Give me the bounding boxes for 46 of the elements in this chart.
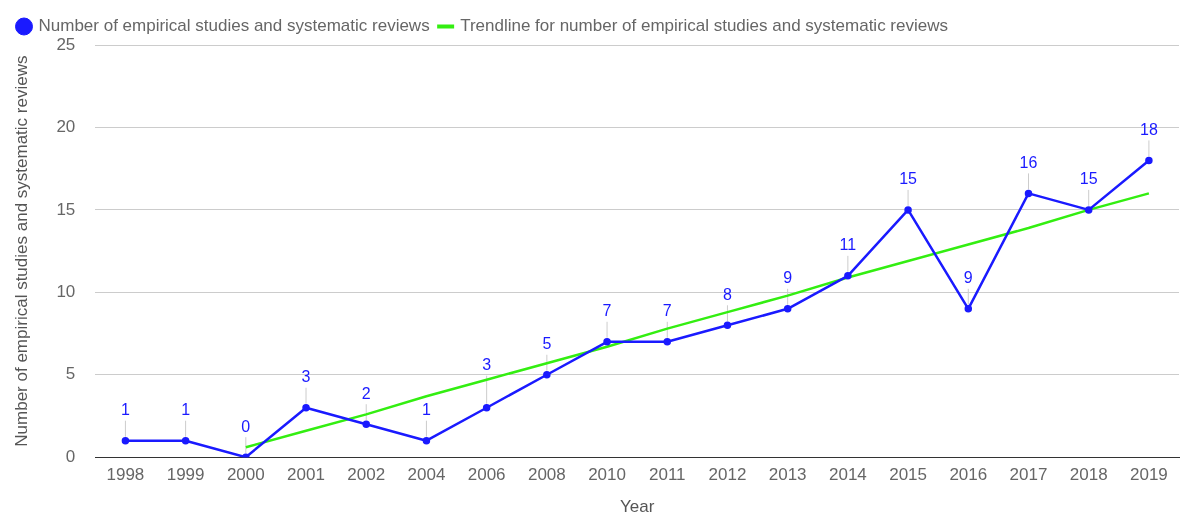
y-tick-label: 5 [65,364,76,384]
x-tick-label: 2008 [527,465,566,485]
y-tick-label: 0 [65,446,76,466]
data-label: 15 [899,170,918,188]
data-label: 8 [723,285,733,303]
x-tick-label: 1998 [106,465,145,485]
legend-label: Trendline for number of empirical studies and systematic reviews [460,16,948,36]
x-tick-label: 2010 [588,465,626,485]
y-tick-label: 10 [56,282,76,302]
x-tick-label: 2002 [347,465,386,485]
x-tick-label: 1999 [166,465,205,485]
y-axis-title: Number of empirical studies and systematic reviews [11,55,31,447]
legend-label: Number of empirical studies and systematic reviews [38,16,430,36]
x-tick-label: 2015 [889,465,927,485]
data-label: 3 [301,368,311,386]
x-tick-label: 2016 [949,465,988,485]
data-label: 9 [783,269,793,287]
data-label: 1 [120,401,130,419]
data-label: 0 [241,417,251,435]
x-tick-label: 2000 [226,465,265,485]
x-tick-label: 2006 [467,465,506,485]
x-axis-title: Year [619,497,655,517]
data-label: 5 [542,335,552,353]
data-label: 7 [662,302,672,320]
y-tick-label: 25 [56,34,76,54]
data-label: 1 [421,401,431,419]
x-tick-label: 2018 [1069,465,1108,485]
y-tick-label: 15 [56,199,76,219]
data-label: 16 [1019,153,1038,171]
data-label: 18 [1140,120,1158,138]
data-label: 7 [602,302,612,320]
data-label: 1 [181,401,191,419]
x-tick-label: 2004 [407,465,446,485]
y-tick-label: 20 [56,117,76,137]
x-tick-label: 2014 [828,465,867,485]
data-label: 15 [1079,170,1098,188]
x-tick-label: 2019 [1129,465,1168,485]
x-tick-label: 2017 [1009,465,1048,485]
data-label: 9 [963,269,973,287]
x-tick-label: 2011 [648,465,686,485]
data-label: 11 [839,236,857,254]
x-tick-label: 2012 [708,465,747,485]
x-tick-label: 2001 [287,465,325,485]
data-label: 2 [361,384,371,402]
data-label: 3 [482,356,492,374]
x-tick-label: 2013 [768,465,807,485]
